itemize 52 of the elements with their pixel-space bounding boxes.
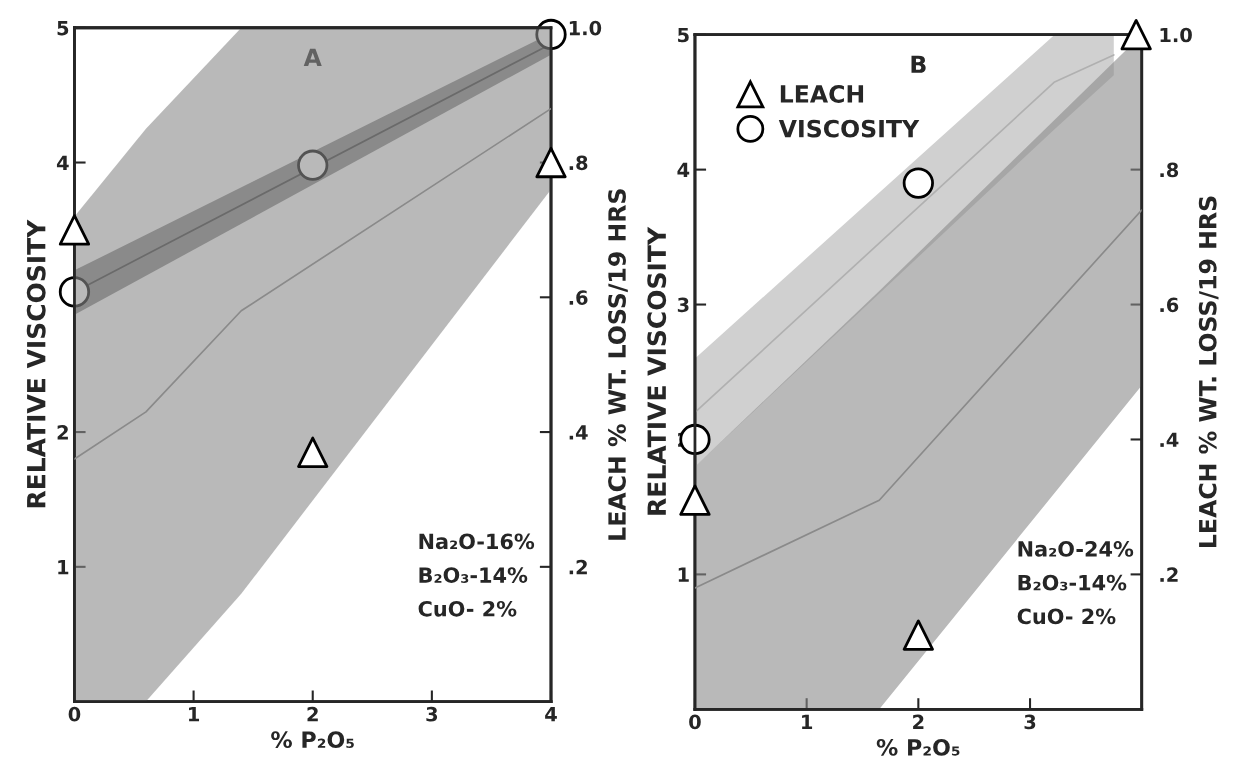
point [535,146,567,179]
annotation: B₂O₃-14% [419,567,528,583]
point [679,484,711,516]
y-tick-label: 3 [677,297,689,313]
annotation: B [911,55,926,73]
x-tick-label: 2 [307,706,318,722]
y2-tick-label: .2 [1160,567,1178,582]
annotation: A [303,48,322,66]
y-tick-label: 2 [57,425,68,440]
point [297,436,329,468]
y2-tick-label: .4 [569,425,588,440]
annotation: B₂O₃-14% [1018,574,1127,591]
y-tick-label: 1 [678,567,689,582]
x-tick-label: 0 [689,714,701,730]
x-tick-label: 0 [68,706,81,722]
line-series [74,107,551,460]
point [58,214,91,246]
y2-tick-label: .8 [1160,162,1179,178]
point [902,619,934,651]
y2-tick-label: .8 [569,155,588,171]
y2-tick-label: .4 [1160,432,1179,447]
x-tick-label: 3 [1024,714,1036,730]
y2-tick-label: 1.0 [569,20,602,36]
y-axis-title: RELATIVE VISCOSITY [26,219,46,508]
x-axis-title: % P₂O₅ [271,731,354,749]
legend-label: LEACH [780,85,864,103]
y2-axis-title: LEACH % WT. LOSS/19 HRS [1198,196,1219,547]
x-tick-label: 2 [913,714,924,729]
legend-label: VISCOSITY [778,119,920,138]
point [1120,19,1152,51]
annotation: CuO- 2% [1017,608,1116,625]
annotation: Na₂O-16% [419,533,535,550]
y2-axis-title: LEACH % WT. LOSS/19 HRS [608,189,628,540]
y2-tick-label: .6 [1160,297,1179,313]
x-tick-label: 3 [426,706,438,722]
y-tick-label: 5 [678,27,689,43]
point [297,149,329,181]
x-tick-label: 1 [802,714,813,729]
y-tick-label: 4 [56,155,69,170]
annotation: Na₂O-24% [1018,541,1134,557]
y2-tick-label: 1.0 [1160,27,1192,43]
x-tick-label: 1 [189,707,200,722]
x-axis-title: % P₂O₅ [876,738,960,756]
y-tick-label: 1 [58,560,69,575]
y-axis-title: RELATIVE VISCOSITY [647,226,667,515]
y-tick-label: 5 [57,20,69,36]
y2-tick-label: .6 [569,290,588,305]
annotation: CuO- 2% [418,600,517,617]
point [535,18,567,51]
x-tick-label: 4 [545,707,557,722]
y-tick-label: 4 [677,162,690,178]
y2-tick-label: .2 [569,559,587,575]
